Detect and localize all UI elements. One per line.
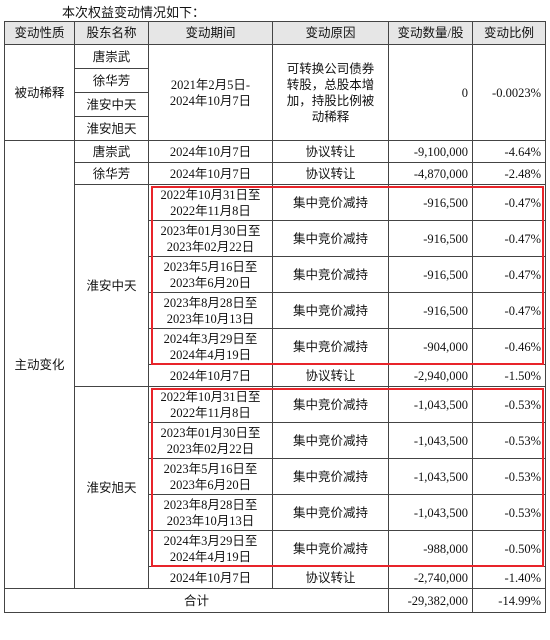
table-row: 2023年8月28日至 2023年10月13日 集中竞价减持 -1,043,500-… [5,494,546,531]
period-cell: 2023年5月16日至 2023年6月20日 [148,256,273,293]
nature-cell: 被动稀释 [4,44,75,141]
ratio-cell: -2.48% [472,162,546,185]
highlight-box [150,185,544,365]
holder-cell: 徐华芳 [74,68,149,93]
nature-cell: 主动变化 [4,140,75,589]
intro-text: 本次权益变动情况如下： [62,5,206,20]
period-cell: 2024年10月7日 [148,566,273,589]
reason-cell: 协议转让 [272,162,389,185]
period-cell: 2023年01月30日至 2023年02月22日 [148,422,273,459]
table-row: 2024年10月7日 协议转让 -2,940,000 -1.50% [5,364,546,387]
table-row: 淮安中天 [5,92,546,117]
header-cell: 变动原因 [272,21,389,45]
holder-cell: 淮安旭天 [74,116,149,141]
ratio-cell: -0.47% [472,292,546,329]
table-row: 2023年01月30日至 2023年02月22日 集中竞价减持 -916,500 -0… [5,220,546,257]
quantity-cell: -916,500 [388,184,473,221]
reason-cell: 集中竞价减持 [272,292,389,329]
table-row: 2023年5月16日至 2023年6月20日 集中竞价减持 -1,043,500 -0… [5,458,546,495]
total-label: 合计 [4,588,389,613]
quantity-cell: -9,100,000 [388,140,473,163]
ratio-cell: -1.50% [472,364,546,387]
reason-cell: 集中竞价减持 [272,458,389,495]
reason-cell: 可转换公司债券 转股，总股本增 加，持股比例被 动稀释 [272,44,389,141]
holder-cell: 徐华芳 [74,162,149,185]
period-cell: 2024年3月29日至 2024年4月19日 [148,530,273,567]
quantity-cell: -1,043,500 [388,386,473,423]
reason-cell: 协议转让 [272,364,389,387]
quantity-cell: -1,043,500 [388,422,473,459]
quantity-cell: 0 [388,44,473,141]
holder-cell: 唐崇武 [74,140,149,163]
holder-cell: 淮安中天 [74,92,149,117]
reason-cell: 集中竞价减持 [272,256,389,293]
table-row: 2023年01月30日至 2023年02月22日 集中竞价减持 -1,043,500… [5,422,546,459]
table-row: 变动性质 股东名称 变动期间 变动原因 变动数量/股 变动比例 [4,21,546,45]
ratio-cell: -4.64% [472,140,546,163]
ratio-cell: -0.46% [472,328,546,365]
ratio-cell: -0.53% [472,458,546,495]
period-cell: 2024年3月29日至 2024年4月19日 [148,328,273,365]
reason-cell: 集中竞价减持 [272,328,389,365]
reason-cell: 集中竞价减持 [272,184,389,221]
table-row: 2024年3月29日至 2024年4月19日 集中竞价减持 -988,000 -0.5… [5,530,546,567]
header-cell: 变动数量/股 [388,21,473,45]
quantity-cell: -988,000 [388,530,473,567]
period-cell: 2021年2月5日- 2024年10月7日 [148,44,273,141]
ratio-cell: -1.40% [472,566,546,589]
period-cell: 2022年10月31日至 2022年11月8日 [148,184,273,221]
table-row: 2023年5月16日至 2023年6月20日 集中竞价减持 -916,500 -0.4… [5,256,546,293]
equity-change-table: 变动性质 股东名称 变动期间 变动原因 变动数量/股 变动比例 被动稀释 唐崇武 2021年2月… [4,21,546,613]
table-row: 2024年3月29日至 2024年4月19日 集中竞价减持 -904,000 -0.4… [5,328,546,365]
ratio-cell: -0.47% [472,256,546,293]
holder-cell: 唐崇武 [74,44,149,69]
reason-cell: 集中竞价减持 [272,220,389,257]
table-row: 淮安中天 2022年10月31日至 2022年11月8日 集中竞价减持 -916,50… [5,184,546,387]
quantity-cell: -916,500 [388,256,473,293]
reason-cell: 协议转让 [272,140,389,163]
ratio-cell: -0.47% [472,220,546,257]
quantity-cell: -1,043,500 [388,458,473,495]
period-cell: 2024年10月7日 [148,140,273,163]
highlight-box [150,387,544,567]
reason-cell: 协议转让 [272,566,389,589]
total-ratio: -14.99% [472,588,546,613]
quantity-cell: -4,870,000 [388,162,473,185]
ratio-cell: -0.53% [472,494,546,531]
quantity-cell: -2,740,000 [388,566,473,589]
table-row: 2024年10月7日 协议转让 -2,740,000 -1.40% [5,566,546,589]
total-quantity: -29,382,000 [388,588,473,613]
header-cell: 变动性质 [4,21,75,45]
holder-cell: 淮安中天 [74,184,149,387]
table-row: 主动变化 唐崇武 2024年10月7日 协议转让 -9,100,000 -4.64% [4,140,546,589]
table-row: 被动稀释 唐崇武 2021年2月5日- 2024年10月7日 可转换公司债券 转股，总… [4,44,546,141]
period-cell: 2024年10月7日 [148,364,273,387]
holder-cell: 淮安旭天 [74,386,149,589]
period-cell: 2023年8月28日至 2023年10月13日 [148,494,273,531]
header-cell: 变动比例 [472,21,546,45]
table-row: 合计 -29,382,000 -14.99% [4,588,546,613]
period-cell: 2023年01月30日至 2023年02月22日 [148,220,273,257]
header-cell: 股东名称 [74,21,149,45]
ratio-cell: -0.0023% [472,44,546,141]
period-cell: 2023年5月16日至 2023年6月20日 [148,458,273,495]
ratio-cell: -0.53% [472,422,546,459]
table-row: 徐华芳 2024年10月7日 协议转让 -4,870,000 -2.48% [5,162,546,185]
ratio-cell: -0.50% [472,530,546,567]
period-cell: 2023年8月28日至 2023年10月13日 [148,292,273,329]
reason-cell: 集中竞价减持 [272,530,389,567]
table-row: 2023年8月28日至 2023年10月13日 集中竞价减持 -916,500 -0.… [5,292,546,329]
period-cell: 2022年10月31日至 2022年11月8日 [148,386,273,423]
header-cell: 变动期间 [148,21,273,45]
quantity-cell: -2,940,000 [388,364,473,387]
quantity-cell: -916,500 [388,220,473,257]
quantity-cell: -916,500 [388,292,473,329]
period-cell: 2024年10月7日 [148,162,273,185]
